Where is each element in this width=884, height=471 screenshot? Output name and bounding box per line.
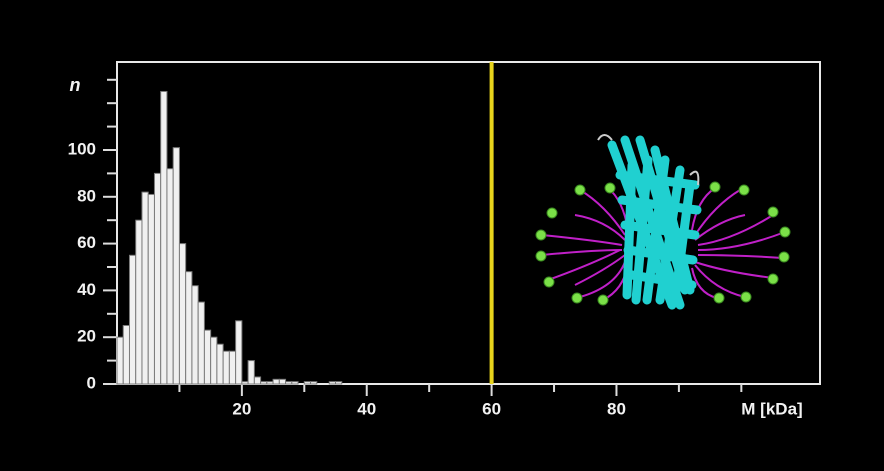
histogram-bar <box>166 168 174 385</box>
histogram-bar <box>185 271 193 385</box>
histogram-bar <box>160 90 168 385</box>
histogram-bar <box>172 147 180 385</box>
histogram-bar <box>235 320 243 385</box>
histogram-bar <box>216 343 224 385</box>
x-tick-label: 20 <box>232 399 251 418</box>
histogram-bar <box>241 381 249 385</box>
histogram-bar <box>141 191 149 385</box>
x-tick-label: 60 <box>482 399 501 418</box>
y-axis-label: n <box>70 75 81 95</box>
y-tick-label: 80 <box>77 186 96 205</box>
x-tick-label: 40 <box>357 399 376 418</box>
histogram-bar <box>310 381 318 385</box>
histogram-bar <box>335 381 343 385</box>
y-tick-label: 20 <box>77 327 96 346</box>
y-tick-label: 100 <box>68 139 96 158</box>
histogram-bar <box>247 360 255 385</box>
histogram-bar <box>260 381 268 385</box>
histogram-bar <box>147 193 155 385</box>
histogram-bar <box>128 254 137 385</box>
lipid-heads <box>535 181 791 306</box>
beta-barrel <box>607 135 702 310</box>
plot-frame <box>116 61 821 385</box>
histogram-bar <box>272 378 280 385</box>
x-tick-label: 80 <box>607 399 626 418</box>
histogram-bar <box>278 378 287 385</box>
histogram-bar <box>197 301 205 385</box>
y-tick-label: 40 <box>77 280 96 299</box>
histogram-bar <box>303 381 312 385</box>
protein-illustration <box>535 134 791 310</box>
histogram-bar <box>253 376 262 385</box>
histogram-bar <box>178 243 187 385</box>
histogram-bar <box>191 285 199 385</box>
histogram-bar <box>135 219 143 385</box>
histogram-bar <box>210 336 218 385</box>
histogram-bar <box>203 329 212 385</box>
loops <box>597 134 700 186</box>
histogram-bar <box>153 172 162 385</box>
histogram-bar <box>266 381 274 385</box>
histogram-bar <box>222 350 230 385</box>
histogram-bar <box>285 381 293 385</box>
histogram-bar <box>116 336 124 385</box>
histogram-bar <box>228 350 237 385</box>
histogram-bar <box>328 381 337 385</box>
x-axis-label: M [kDa] <box>741 399 802 418</box>
y-tick-label: 0 <box>87 373 96 392</box>
histogram-bar <box>291 381 299 385</box>
lipids-right <box>691 187 786 299</box>
y-tick-label: 60 <box>77 233 96 252</box>
histogram-bar <box>122 324 130 385</box>
